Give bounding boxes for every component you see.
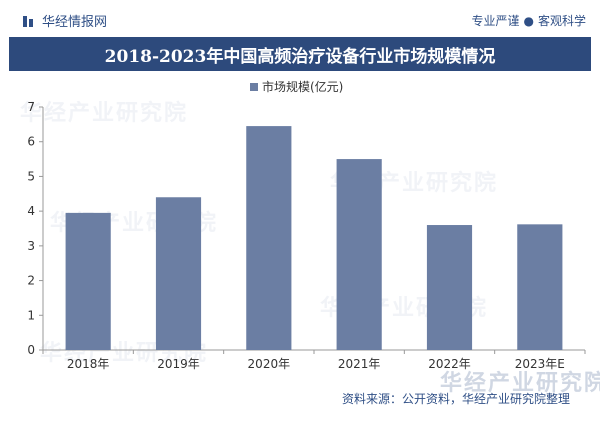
chart-title: 2018-2023年中国高频治疗设备行业市场规模情况 — [9, 37, 591, 71]
y-tick-label: 5 — [27, 169, 35, 183]
legend-label: 市场规模(亿元) — [262, 79, 343, 94]
x-tick-label: 2021年 — [338, 357, 381, 371]
bar — [155, 197, 202, 350]
brand-name: 华经情报网 — [42, 15, 108, 30]
x-tick-label: 2020年 — [248, 357, 291, 371]
bar — [426, 225, 473, 350]
bar — [336, 159, 382, 350]
y-tick-label: 1 — [27, 308, 35, 322]
slogan-right: 客观科学 — [537, 14, 586, 28]
y-tick-label: 4 — [27, 204, 35, 218]
source-note: 资料来源：公开资料，华经产业研究院整理 — [341, 392, 570, 406]
slogan: 专业严谨 ● 客观科学 — [471, 12, 586, 29]
y-tick-label: 2 — [27, 274, 35, 288]
x-tick-label: 2018年 — [67, 357, 110, 371]
y-tick-label: 7 — [27, 100, 35, 114]
slogan-left: 专业严谨 — [471, 14, 520, 28]
bar — [65, 212, 111, 350]
slogan-separator: ● — [523, 14, 534, 28]
bar — [246, 126, 292, 350]
x-tick-label: 2019年 — [157, 357, 200, 371]
bar — [517, 224, 563, 350]
y-tick-label: 0 — [27, 343, 35, 357]
y-tick-label: 6 — [27, 135, 35, 149]
y-tick-label: 3 — [27, 239, 35, 253]
brand-logo-icon — [23, 15, 33, 27]
x-tick-label: 2022年 — [428, 357, 471, 371]
brand: 华经情报网 — [22, 11, 107, 30]
x-tick-label: 2023年E — [515, 357, 565, 371]
top-bar: 华经情报网 专业严谨 ● 客观科学 — [0, 0, 600, 36]
legend-swatch — [250, 83, 258, 91]
